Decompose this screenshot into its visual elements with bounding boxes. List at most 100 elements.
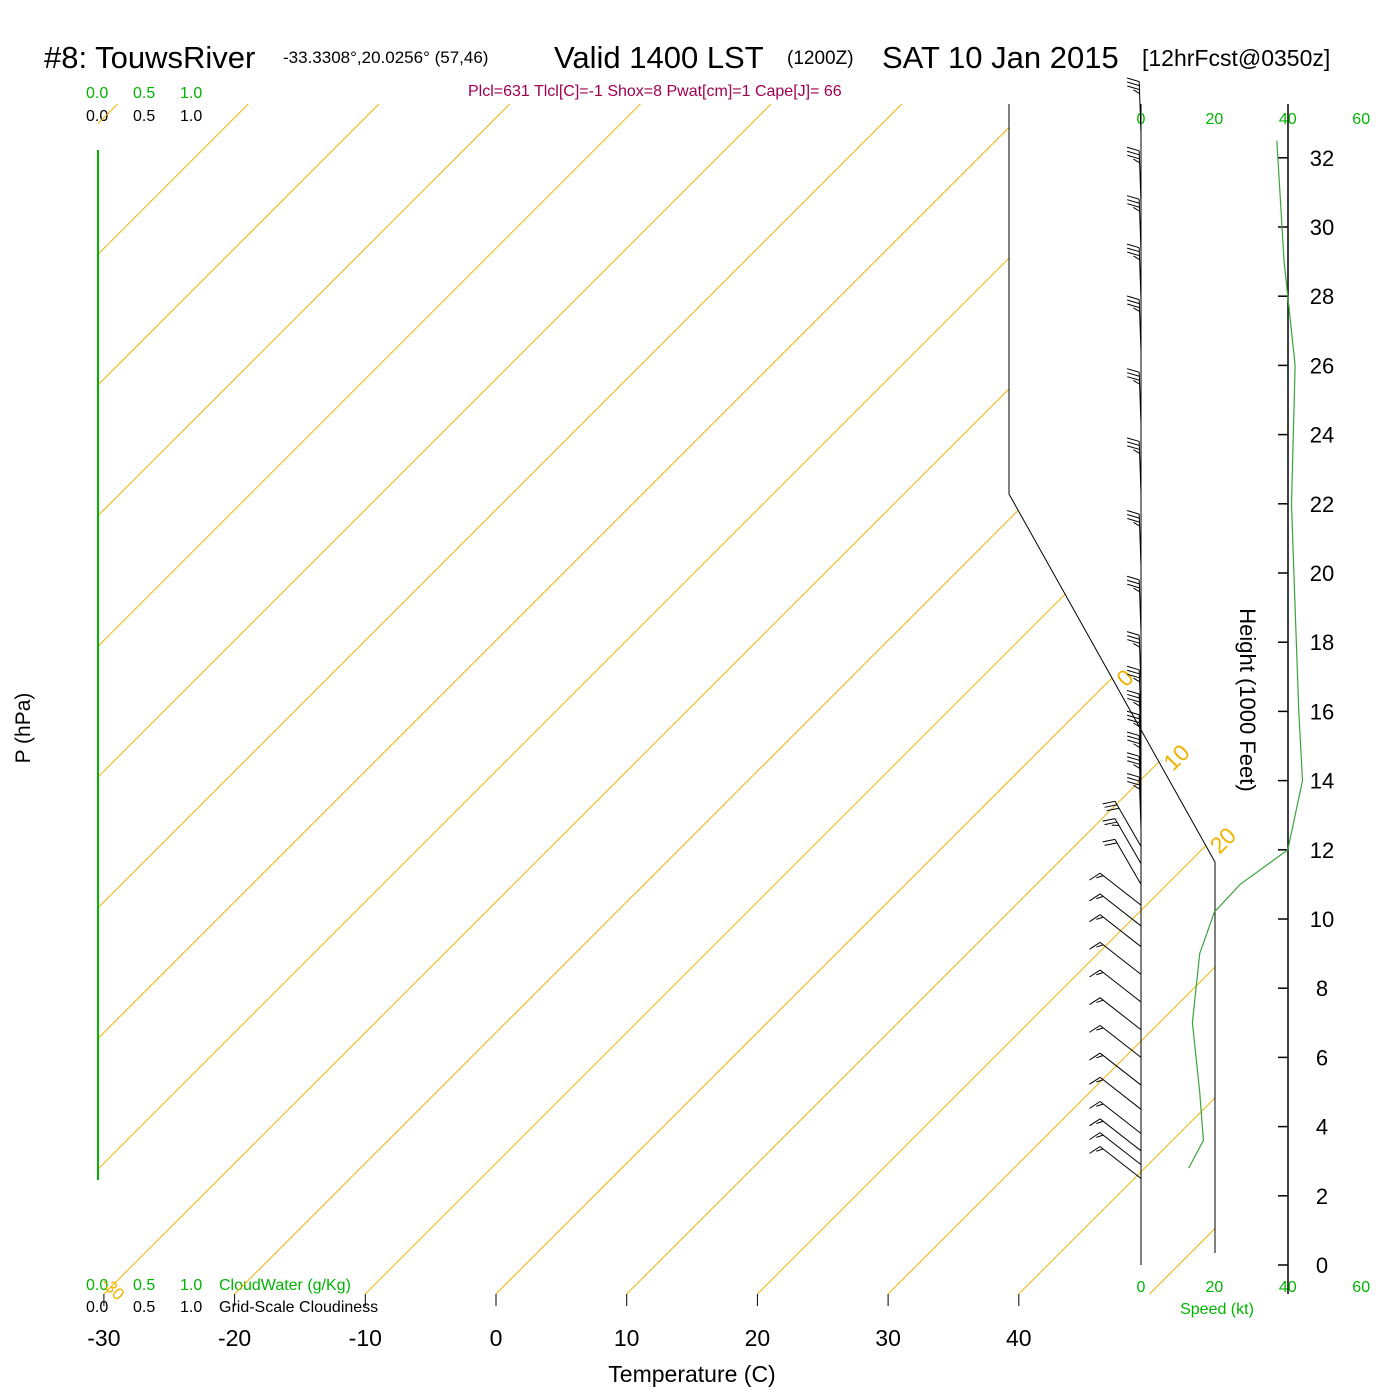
cloudwater-tick: 1.0 [180,85,203,102]
wind-barb-flag [1104,821,1118,826]
isotherm [98,104,1033,1294]
height-tick-label: 22 [1310,492,1334,517]
wind-speed-line [1188,140,1304,1169]
cloudiness-bottom-scale: 0.0 0.5 1.0 Grid-Scale Cloudiness [86,1299,378,1317]
wind-barb-flag [1089,1024,1101,1033]
wind-barb-flag [1127,376,1140,381]
wind-barb-flag [1127,756,1140,761]
wind-barb-staff [1138,777,1142,830]
wind-barb-staff [1138,81,1142,134]
wind-barb-staff [1138,714,1142,767]
wind-barb-staff [1099,1132,1142,1166]
wind-barb-flag [1127,735,1140,741]
wind-barb-flag [1133,764,1140,769]
wind-barb-flag [1127,739,1140,745]
isotherm [98,104,641,1294]
height-tick-label: 4 [1316,1115,1328,1140]
cloudwater-tick: 0.0 [86,1277,109,1294]
wind-barb-flag [1127,714,1140,720]
speed-tick-label-bottom: 20 [1206,1279,1224,1296]
wind-barb-staff [1138,514,1142,567]
wind-barb-staff [1138,441,1142,494]
wind-barb-flag [1133,743,1140,748]
wind-barb-flag [1127,372,1140,377]
wind-barb-staff [1099,893,1142,927]
wind-barb-flag [1096,895,1104,900]
wind-barb-flag [1126,146,1140,152]
wind-barb-flag [1126,710,1140,716]
wind-barb-flag [1133,722,1140,728]
isotherm [364,104,1215,1294]
wind-barb-flag [1127,583,1140,589]
wind-barb [1089,1052,1142,1086]
wind-barb-flag [1127,299,1140,305]
speed-tick-label-top: 0 [1137,111,1146,128]
wind-barb-staff [1114,801,1142,847]
wind-barb [1126,773,1142,830]
wind-barb-flag [1126,437,1140,442]
wind-barb-staff [1138,150,1142,203]
cloudwater-tick: 1.0 [180,1277,203,1294]
wind-barb-flag [1096,944,1104,948]
wind-barb-staff [1099,1052,1142,1086]
cloudiness-tick: 0.0 [86,108,109,125]
wind-barb-flag [1127,154,1140,160]
wind-barb [1089,1076,1142,1110]
wind-barb-staff [1138,735,1142,788]
wind-barb-flag [1127,514,1140,519]
wind-barb-flag [1126,731,1140,737]
wind-barb-flag [1096,1134,1104,1138]
wind-barb-flag [1106,807,1120,812]
temperature-tick-label: 0 [490,1325,503,1351]
wind-barb [1089,893,1142,927]
wind-barb-staff [1099,1024,1142,1058]
speed-tick-label-top: 20 [1206,111,1224,128]
cloudiness-tick: 0.0 [86,1299,109,1316]
wind-barb-flag [1126,243,1140,249]
temperature-tick-label: 40 [1006,1325,1032,1351]
wind-barb-flag [1096,1055,1104,1059]
wind-barb [1089,1146,1142,1179]
wind-barb-flag [1133,784,1140,790]
wind-barb-flag [1089,1132,1101,1141]
isotherm [887,104,1215,1294]
wind-barb-flag [1127,673,1140,679]
isotherm [234,104,1215,1294]
cloudiness-tick: 1.0 [180,1299,203,1316]
wind-barb-flag [1126,295,1140,301]
cloudwater-top-scale: 0.0 0.5 1.0 [86,85,202,103]
valid-date: SAT 10 Jan 2015 [882,40,1119,75]
wind-barb-flag [1127,760,1140,765]
wind-barb [1089,1101,1142,1134]
cloudiness-tick: 1.0 [180,108,203,125]
wind-barb-flag [1126,510,1140,515]
wind-barb-flag [1133,449,1140,454]
speed-tick-label-bottom: 0 [1137,1279,1146,1296]
wind-barb-flag [1127,669,1140,675]
utc-time: (1200Z) [787,48,854,69]
y-axis-title: P (hPa) [12,693,35,764]
wind-barb [1089,872,1142,906]
wind-barb-flag [1133,380,1140,385]
wind-barb-flag [1096,875,1104,879]
cloudwater-tick: 0.5 [133,85,156,102]
wind-barb-flag [1127,781,1140,786]
wind-barb-flag [1127,697,1140,703]
wind-barb-staff [1138,247,1142,300]
speed-axis-title: Speed (kt) [1180,1301,1254,1318]
isotherm [103,104,1215,1294]
wind-barb-flag [1133,642,1140,648]
isotherm [98,104,249,1294]
wind-barb-flag [1126,631,1140,636]
wind-barb [1126,368,1142,425]
wind-barb-flag [1127,199,1140,204]
height-tick-label: 8 [1316,976,1328,1001]
wind-barb [1089,969,1142,1003]
stability-indices: Plcl=631 Tlcl[C]=-1 Shox=8 Pwat[cm]=1 Ca… [468,83,842,100]
speed-tick-label-bottom: 40 [1279,1279,1297,1296]
wind-barb-staff [1099,997,1142,1031]
forecast-info: [12hrFcst@0350z] [1142,45,1331,71]
wind-barb [1102,800,1142,847]
height-tick-label: 24 [1310,423,1334,448]
